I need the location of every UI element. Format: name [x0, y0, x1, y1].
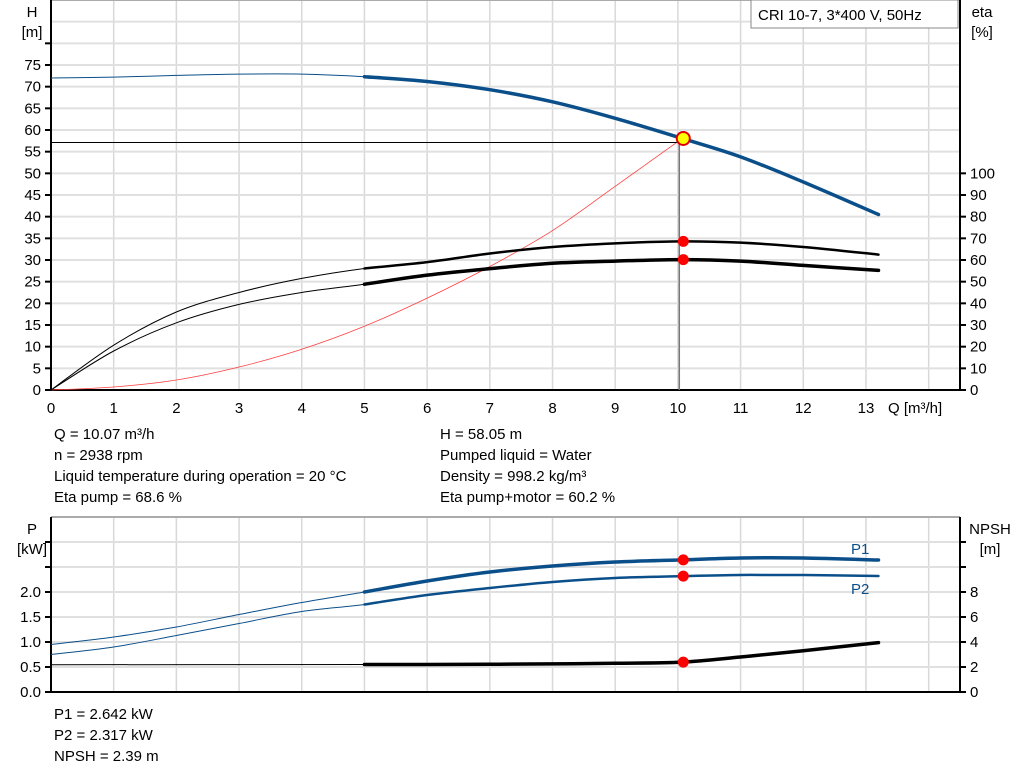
y-axis-unit: [kW]	[17, 541, 47, 558]
info-npsh: NPSH = 2.39 m	[54, 748, 159, 765]
y-tick-label-left: 60	[24, 122, 41, 139]
y-tick-label-left: 70	[24, 79, 41, 96]
y-tick-label-left: 50	[24, 165, 41, 182]
y2-axis-unit: [%]	[971, 24, 993, 41]
y-tick-label-right: 80	[970, 209, 987, 226]
info-head: H = 58.05 m	[440, 426, 523, 443]
y-tick-label-left: 40	[24, 209, 41, 226]
y-tick-label-right: 50	[970, 274, 987, 291]
info-eta-pump: Eta pump = 68.6 %	[54, 489, 182, 506]
y-tick-label-right: 4	[970, 634, 978, 651]
x-tick-label: 2	[172, 400, 180, 417]
y-tick-label-right: 90	[970, 187, 987, 204]
y-tick-label-right: 8	[970, 584, 978, 601]
curve-p2	[363, 573, 880, 606]
eta-pump-motor-marker	[677, 254, 689, 266]
curve-h	[362, 74, 881, 217]
info-density: Density = 998.2 kg/m³	[440, 468, 587, 485]
p1-marker	[677, 554, 689, 566]
y-tick-label-left: 1.5	[20, 609, 41, 626]
y-tick-label-left: 35	[24, 230, 41, 247]
y-tick-label-left: 45	[24, 187, 41, 204]
chart-title: CRI 10-7, 3*400 V, 50Hz	[758, 7, 922, 24]
y-tick-label-right: 60	[970, 252, 987, 269]
y-tick-label-right: 6	[970, 609, 978, 626]
info-speed: n = 2938 rpm	[54, 447, 143, 464]
eta-pump-marker	[677, 235, 689, 247]
y-tick-label-left: 5	[33, 360, 41, 377]
info-top-left: Q = 10.07 m³/h n = 2938 rpm Liquid tempe…	[54, 424, 346, 508]
y-tick-label-right: 10	[970, 360, 987, 377]
x-tick-label: 7	[486, 400, 494, 417]
y-tick-label-right: 2	[970, 659, 978, 676]
y-tick-label-left: 1.0	[20, 634, 41, 651]
info-liquid: Pumped liquid = Water	[440, 447, 592, 464]
p2-marker	[677, 570, 689, 582]
x-tick-label: 1	[110, 400, 118, 417]
x-tick-label: 5	[360, 400, 368, 417]
x-tick-label: 8	[548, 400, 556, 417]
y-axis-label: P	[27, 521, 37, 538]
y-tick-label-left: 75	[24, 57, 41, 74]
y-tick-label-left: 0.5	[20, 659, 41, 676]
info-p2: P2 = 2.317 kW	[54, 727, 153, 744]
x-axis-label: Q [m³/h]	[888, 400, 942, 417]
curve-p1-thin	[50, 557, 879, 645]
y-tick-label-right: 20	[970, 339, 987, 356]
x-tick-label: 3	[235, 400, 243, 417]
y-tick-label-right: 100	[970, 165, 995, 182]
y-axis-unit: [m]	[22, 24, 43, 41]
y2-axis-label: eta	[972, 4, 994, 21]
y2-axis-label: NPSH	[969, 521, 1011, 538]
y-tick-label-right: 70	[970, 230, 987, 247]
info-top-right: H = 58.05 m Pumped liquid = Water Densit…	[440, 424, 615, 508]
y-tick-label-left: 20	[24, 295, 41, 312]
x-tick-label: 4	[298, 400, 306, 417]
info-eta-pump-motor: Eta pump+motor = 60.2 %	[440, 489, 616, 506]
y2-axis-unit: [m]	[980, 541, 1001, 558]
info-temperature: Liquid temperature during operation = 20…	[54, 468, 347, 485]
series-label-p2: P2	[851, 581, 869, 598]
y-tick-label-left: 30	[24, 252, 41, 269]
y-tick-label-left: 65	[24, 100, 41, 117]
series-label-p1: P1	[851, 541, 869, 558]
y-tick-label-left: 10	[24, 339, 41, 356]
y-tick-label-right: 40	[970, 295, 987, 312]
x-tick-label: 12	[795, 400, 812, 417]
y-tick-label-left: 2.0	[20, 584, 41, 601]
x-tick-label: 13	[858, 400, 875, 417]
info-p1: P1 = 2.642 kW	[54, 706, 153, 723]
y-tick-label-left: 25	[24, 274, 41, 291]
x-tick-label: 0	[47, 400, 55, 417]
npsh-marker	[677, 656, 689, 668]
y-tick-label-right: 0	[970, 684, 978, 701]
x-tick-label: 10	[670, 400, 687, 417]
info-flow: Q = 10.07 m³/h	[54, 426, 155, 443]
y-tick-label-left: 55	[24, 144, 41, 161]
y-tick-label-right: 0	[970, 382, 978, 399]
y-tick-label-right: 30	[970, 317, 987, 334]
curve-system	[50, 138, 683, 391]
title-box	[750, 0, 959, 29]
info-bottom: P1 = 2.642 kW P2 = 2.317 kW NPSH = 2.39 …	[54, 704, 159, 767]
curve-eta-pump	[363, 240, 880, 270]
operating-point-marker	[675, 130, 691, 146]
y-tick-label-left: 0.0	[20, 684, 41, 701]
curve-npsh-thin	[50, 642, 879, 666]
curve-h-thin	[50, 73, 879, 215]
x-tick-label: 6	[423, 400, 431, 417]
curve-eta-pump-motor	[362, 257, 881, 287]
curve-npsh	[362, 640, 881, 667]
y-tick-label-left: 15	[24, 317, 41, 334]
curve-p1	[362, 556, 881, 594]
x-tick-label: 9	[611, 400, 619, 417]
y-axis-label: H	[27, 4, 38, 21]
y-tick-label-left: 0	[33, 382, 41, 399]
x-tick-label: 11	[733, 400, 749, 417]
